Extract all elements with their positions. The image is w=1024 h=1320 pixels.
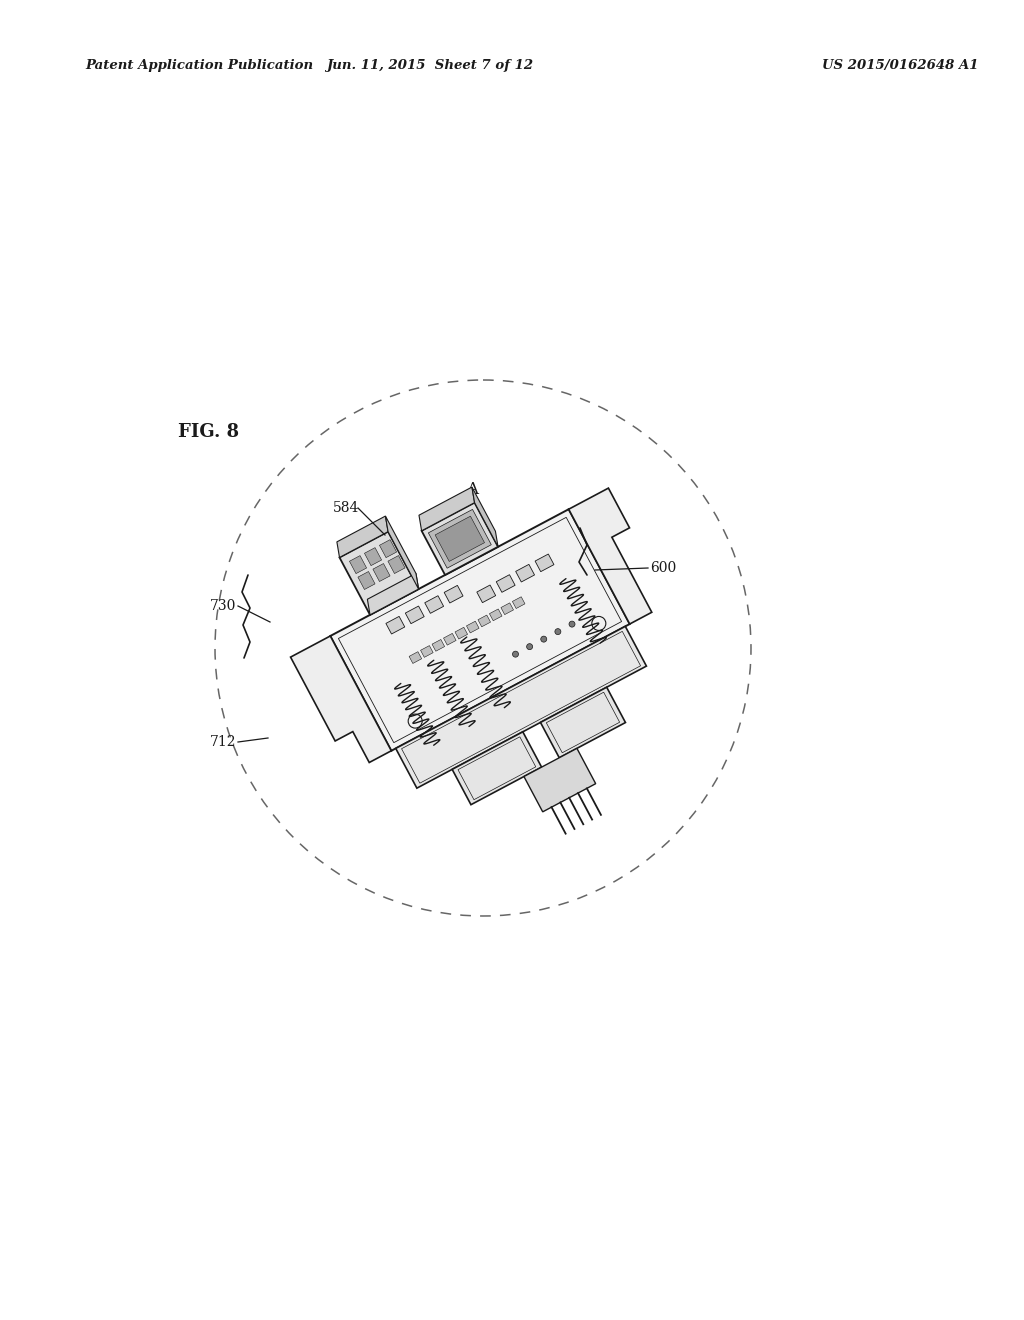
Polygon shape [516,565,535,582]
Text: 584: 584 [333,502,359,515]
Circle shape [555,628,561,635]
Polygon shape [489,609,502,620]
Text: US 2015/0162648 A1: US 2015/0162648 A1 [821,59,978,73]
Text: 730: 730 [210,599,237,612]
Polygon shape [425,595,443,614]
Text: A: A [466,482,478,499]
Polygon shape [478,615,490,627]
Polygon shape [386,616,404,634]
Polygon shape [432,639,444,651]
Polygon shape [291,636,391,763]
Polygon shape [428,510,492,568]
Polygon shape [368,573,419,615]
Circle shape [512,651,518,657]
Polygon shape [349,556,367,574]
Circle shape [526,644,532,649]
Polygon shape [337,516,388,557]
Polygon shape [477,585,496,603]
Polygon shape [380,540,396,557]
Polygon shape [422,503,498,576]
Text: 712: 712 [210,735,237,748]
Polygon shape [409,652,422,664]
Polygon shape [435,516,484,561]
Polygon shape [421,645,433,657]
Text: Jun. 11, 2015  Sheet 7 of 12: Jun. 11, 2015 Sheet 7 of 12 [327,59,534,73]
Polygon shape [388,556,406,573]
Polygon shape [541,688,626,758]
Circle shape [541,636,547,642]
Polygon shape [406,606,424,623]
Polygon shape [385,516,419,589]
Polygon shape [340,532,419,615]
Text: FIG. 8: FIG. 8 [178,422,240,441]
Text: 600: 600 [650,561,676,576]
Polygon shape [331,510,630,751]
Polygon shape [455,627,468,639]
Polygon shape [536,554,554,572]
Circle shape [569,622,575,627]
Polygon shape [358,572,375,590]
Polygon shape [524,748,596,812]
Polygon shape [512,597,525,609]
Polygon shape [453,731,542,805]
Polygon shape [365,548,382,566]
Polygon shape [497,574,515,593]
Polygon shape [395,627,646,788]
Polygon shape [419,487,474,531]
Text: Patent Application Publication: Patent Application Publication [85,59,313,73]
Polygon shape [444,585,463,603]
Polygon shape [443,634,456,645]
Polygon shape [472,487,498,546]
Polygon shape [373,564,390,582]
Polygon shape [467,622,479,632]
Polygon shape [501,603,513,615]
Polygon shape [568,488,652,624]
